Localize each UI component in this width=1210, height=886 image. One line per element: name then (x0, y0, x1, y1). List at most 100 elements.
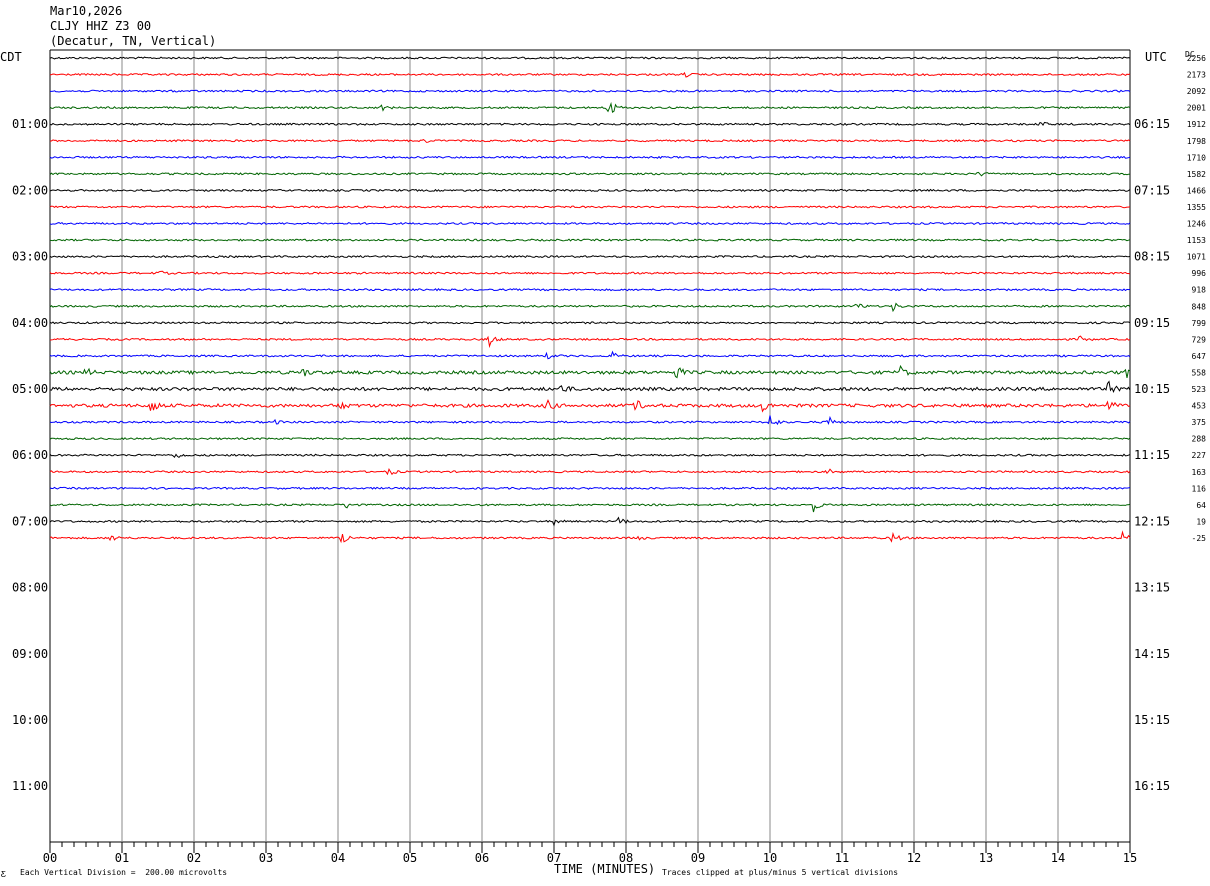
trace-line (49, 205, 1131, 209)
hour-label-utc: 16:15 (1134, 779, 1170, 793)
dc-offset-label: 453 (1192, 402, 1207, 411)
dc-offset-label: 1582 (1187, 170, 1206, 179)
hour-label-cdt: 02:00 (12, 183, 48, 197)
trace-line (49, 398, 1131, 413)
left-timezone-label: CDT (0, 50, 22, 64)
x-tick-label: 11 (835, 851, 849, 865)
x-tick-label: 14 (1051, 851, 1065, 865)
x-tick-label: 04 (331, 851, 345, 865)
hour-label-utc: 06:15 (1134, 117, 1170, 131)
x-tick-label: 06 (475, 851, 489, 865)
trace-line (49, 350, 1131, 360)
hour-label-cdt: 07:00 (12, 514, 48, 528)
trace-line (49, 101, 1131, 114)
hour-label-utc: 14:15 (1134, 647, 1170, 661)
dc-offset-label: 2001 (1187, 104, 1206, 113)
x-tick-label: 12 (907, 851, 921, 865)
trace-line (49, 503, 1131, 513)
x-tick-label: 00 (43, 851, 57, 865)
hour-label-cdt: 06:00 (12, 448, 48, 462)
trace-line (49, 335, 1131, 349)
dc-offset-label: 647 (1192, 352, 1207, 361)
hour-label-cdt: 10:00 (12, 713, 48, 727)
trace-line (49, 155, 1131, 159)
hour-label-utc: 10:15 (1134, 382, 1170, 396)
hour-label-cdt: 04:00 (12, 316, 48, 330)
x-tick-label: 09 (691, 851, 705, 865)
hour-label-utc: 09:15 (1134, 316, 1170, 330)
dc-offset-label: 227 (1192, 451, 1207, 460)
dc-offset-label: 2173 (1187, 71, 1206, 80)
x-tick-label: 15 (1123, 851, 1137, 865)
dc-offset-label: 288 (1192, 435, 1207, 444)
x-tick-label: 05 (403, 851, 417, 865)
x-tick-label: 10 (763, 851, 777, 865)
hour-label-cdt: 09:00 (12, 647, 48, 661)
date-label: Mar10,2026 (50, 4, 123, 18)
dc-offset-label: 558 (1192, 368, 1207, 377)
dc-offset-label: 523 (1192, 385, 1207, 394)
trace-line (50, 89, 1131, 93)
hour-label-utc: 13:15 (1134, 581, 1170, 595)
location-label: (Decatur, TN, Vertical) (50, 34, 217, 48)
x-tick-label: 13 (979, 851, 993, 865)
trace-line (49, 364, 1131, 379)
hour-label-cdt: 08:00 (12, 581, 48, 595)
trace-line (49, 121, 1131, 127)
corner-mark-icon: Ƹ (1, 870, 6, 879)
dc-offset-label: 729 (1192, 335, 1207, 344)
hour-label-utc: 11:15 (1134, 448, 1170, 462)
dc-offset-label: 918 (1192, 286, 1207, 295)
trace-line (49, 380, 1131, 393)
x-tick-label: 07 (547, 851, 561, 865)
x-tick-label: 08 (619, 851, 633, 865)
dc-offset-label: 996 (1192, 269, 1207, 278)
trace-line (49, 321, 1131, 325)
dc-offset-label: 848 (1192, 302, 1207, 311)
trace-line (49, 254, 1131, 259)
trace-line (49, 270, 1131, 275)
dc-offset-label: 163 (1192, 468, 1207, 477)
trace-line (49, 238, 1131, 242)
dc-offset-label: 1071 (1187, 253, 1206, 262)
right-timezone-label: UTC (1145, 50, 1167, 64)
trace-line (49, 288, 1131, 292)
dc-offset-label: 64 (1196, 501, 1206, 510)
x-tick-label: 02 (187, 851, 201, 865)
hour-label-utc: 15:15 (1134, 713, 1170, 727)
dc-offset-label: 2092 (1187, 87, 1206, 96)
trace-line (49, 188, 1131, 192)
trace-line (49, 71, 1131, 78)
clip-note: Traces clipped at plus/minus 5 vertical … (662, 868, 899, 877)
dc-offset-label: 1355 (1187, 203, 1206, 212)
x-tick-label: 03 (259, 851, 273, 865)
dc-offset-label: -25 (1192, 534, 1207, 543)
scale-note: Each Vertical Division = 200.00 microvol… (20, 868, 228, 877)
hour-label-cdt: 03:00 (12, 250, 48, 264)
dc-offset-label: 375 (1192, 418, 1207, 427)
x-axis-title: TIME (MINUTES) (554, 862, 656, 876)
dc-offset-label: 1912 (1187, 120, 1206, 129)
hour-label-utc: 07:15 (1134, 183, 1170, 197)
dc-offset-label: 1710 (1187, 153, 1206, 162)
trace-line (49, 221, 1131, 226)
dc-offset-label: 116 (1192, 484, 1207, 493)
dc-offset-label: 799 (1192, 319, 1207, 328)
hour-label-utc: 12:15 (1134, 514, 1170, 528)
trace-line (49, 139, 1131, 143)
hour-label-cdt: 05:00 (12, 382, 48, 396)
trace-line (49, 516, 1131, 527)
trace-line (49, 486, 1131, 490)
dc-offset-label: 1246 (1187, 220, 1206, 229)
trace-line (49, 415, 1131, 426)
trace-line (49, 467, 1131, 476)
trace-line (49, 530, 1131, 544)
dc-offset-label: 1798 (1187, 137, 1206, 146)
trace-line (49, 171, 1131, 177)
trace-line (49, 453, 1131, 459)
dc-offset-label: 19 (1196, 517, 1206, 526)
dc-label: DC (1185, 50, 1195, 59)
dc-offset-label: 2256 (1187, 54, 1206, 63)
hour-label-utc: 08:15 (1134, 250, 1170, 264)
